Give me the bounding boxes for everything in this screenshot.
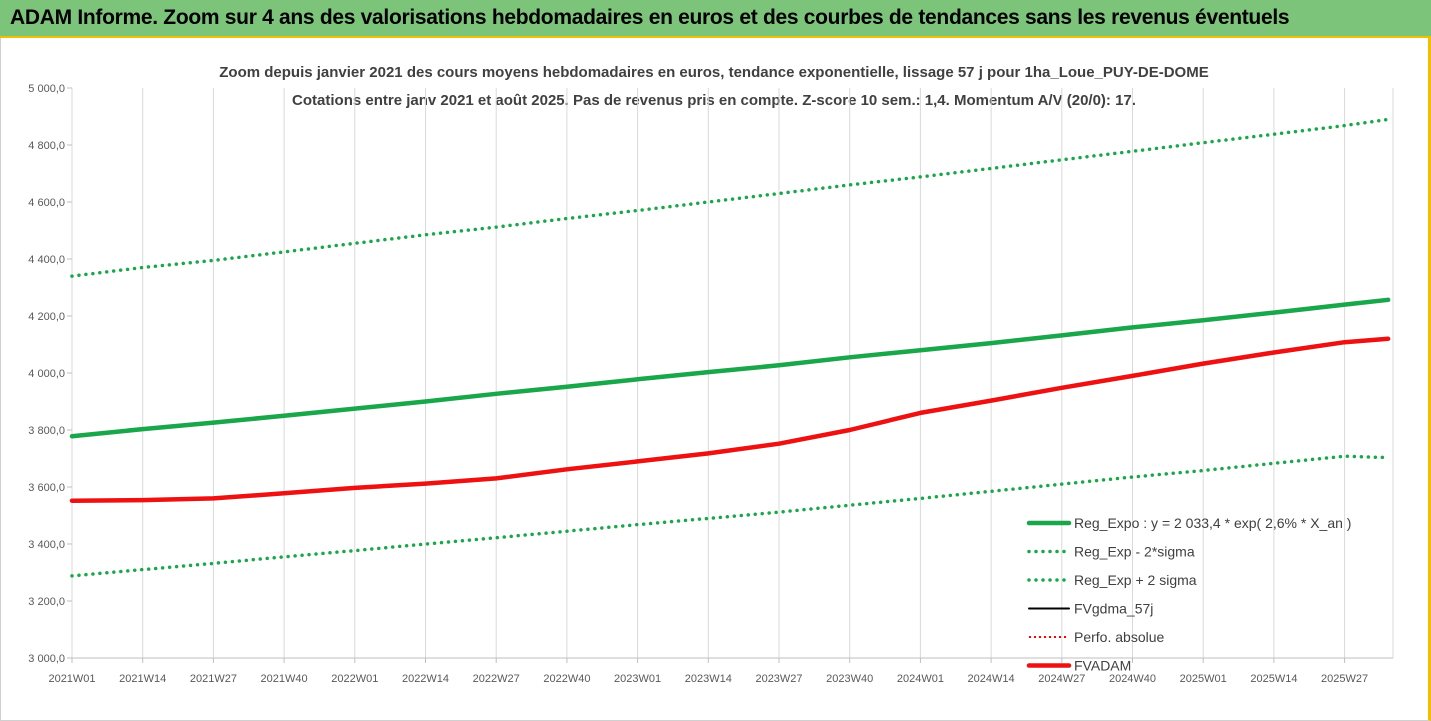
- x-tick-label: 2025W27: [1321, 673, 1368, 685]
- legend-label: FVgdma_57j: [1074, 601, 1153, 617]
- x-tick-label: 2021W14: [119, 673, 166, 685]
- y-axis-ticks: 3 000,0 3 200,0 3 400,0 3 600,0 3 800,0 4 000…: [28, 83, 72, 665]
- x-axis-ticks: 2021W01 2021W14 2021W27 2021W40 2022W01 2022W…: [48, 658, 1368, 685]
- x-tick-label: 2024W14: [968, 673, 1015, 685]
- chart-title: Zoom depuis janvier 2021 des cours moyen…: [219, 64, 1208, 81]
- x-tick-label: 2023W01: [614, 673, 661, 685]
- x-tick-label: 2021W40: [261, 673, 308, 685]
- series-line-reg-exp-2-sigma: [70, 454, 1390, 578]
- chart-legend: Reg_Expo : y = 2 033,4 * exp( 2,6% * X_a…: [1026, 515, 1351, 674]
- y-tick-label: 3 800,0: [28, 425, 65, 437]
- report-banner: ADAM Informe. Zoom sur 4 ans des valoris…: [0, 0, 1431, 38]
- line-chart: Zoom depuis janvier 2021 des cours moyen…: [28, 64, 1394, 685]
- x-tick-label: 2022W27: [473, 673, 520, 685]
- report-title: ADAM Informe. Zoom sur 4 ans des valoris…: [10, 6, 1290, 29]
- y-tick-label: 4 200,0: [28, 311, 65, 323]
- y-tick-label: 4 600,0: [28, 197, 65, 209]
- x-tick-label: 2023W27: [755, 673, 802, 685]
- y-tick-label: 4 400,0: [28, 254, 65, 266]
- x-tick-label: 2022W14: [402, 673, 449, 685]
- y-tick-label: 5 000,0: [28, 83, 65, 95]
- legend-label: FVADAM: [1074, 658, 1131, 674]
- x-tick-label: 2023W40: [826, 673, 873, 685]
- y-tick-label: 3 400,0: [28, 539, 65, 551]
- chart-subtitle: Cotations entre janv 2021 et août 2025. …: [292, 92, 1136, 109]
- x-tick-label: 2025W01: [1180, 673, 1227, 685]
- vertical-gridlines: [71, 88, 1394, 658]
- y-tick-label: 4 800,0: [28, 140, 65, 152]
- series-line-fvadam: [69, 336, 1391, 503]
- series-line-reg-exp-2-sigma: [70, 117, 1390, 278]
- x-tick-label: 2024W27: [1038, 673, 1085, 685]
- x-tick-label: 2022W01: [331, 673, 378, 685]
- x-tick-label: 2022W40: [543, 673, 590, 685]
- legend-label: Reg_Expo : y = 2 033,4 * exp( 2,6% * X_a…: [1074, 515, 1351, 531]
- x-tick-label: 2021W01: [48, 673, 95, 685]
- legend-label: Reg_Exp + 2 sigma: [1074, 572, 1197, 588]
- x-tick-label: 2021W27: [190, 673, 237, 685]
- legend-label: Reg_Exp - 2*sigma: [1074, 544, 1195, 560]
- x-tick-label: 2023W14: [685, 673, 732, 685]
- chart-series: [69, 117, 1391, 578]
- y-tick-label: 4 000,0: [28, 368, 65, 380]
- x-tick-label: 2024W40: [1109, 673, 1156, 685]
- x-tick-label: 2025W14: [1250, 673, 1297, 685]
- x-tick-label: 2024W01: [897, 673, 944, 685]
- y-tick-label: 3 000,0: [28, 653, 65, 665]
- chart-frame: Zoom depuis janvier 2021 des cours moyen…: [0, 38, 1431, 721]
- legend-label: Perfo. absolue: [1074, 629, 1164, 645]
- series-line-reg-expo-y-2-033-4-exp-2-6-x-an: [69, 297, 1391, 439]
- y-tick-label: 3 600,0: [28, 482, 65, 494]
- y-tick-label: 3 200,0: [28, 596, 65, 608]
